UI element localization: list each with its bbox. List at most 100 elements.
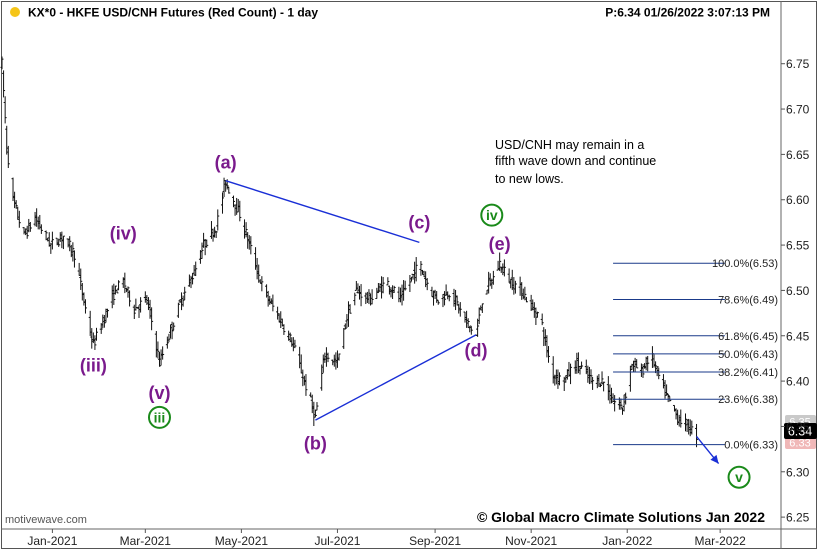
- ohlc-bar: [386, 277, 390, 286]
- ohlc-bar: [28, 222, 32, 232]
- current-price-tag: [784, 423, 817, 439]
- fib-level-label: 78.6%(6.49): [718, 294, 778, 306]
- analysis-note-line: to new lows.: [495, 172, 564, 186]
- circled-wave-label: iii: [147, 405, 171, 429]
- ohlc-bar: [71, 242, 75, 262]
- ohlc-bar: [139, 297, 143, 313]
- ohlc-bar: [466, 318, 470, 328]
- ohlc-bar: [419, 261, 423, 276]
- ohlc-bar: [113, 285, 117, 295]
- ohlc-bar: [79, 268, 83, 290]
- ohlc-bar: [524, 296, 528, 303]
- ohlc-bar: [17, 210, 21, 228]
- ohlc-bar: [126, 286, 130, 298]
- ohlc-bar: [165, 336, 169, 349]
- ohlc-bar: [44, 230, 48, 241]
- ohlc-bar: [408, 274, 412, 293]
- ohlc-bar: [600, 371, 604, 385]
- ohlc-bar: [498, 252, 502, 272]
- wave-label: (iii): [80, 356, 107, 376]
- x-tick-label: Mar-2021: [120, 534, 172, 548]
- ohlc-bar: [214, 231, 218, 238]
- ohlc-bar: [94, 327, 98, 341]
- ohlc-bar: [117, 280, 121, 291]
- ohlc-bar: [57, 238, 61, 247]
- ohlc-bar: [132, 304, 136, 320]
- svg-text:iv: iv: [486, 207, 498, 223]
- ohlc-bar: [216, 209, 220, 231]
- fib-level-label: 61.8%(6.45): [718, 331, 778, 343]
- analysis-note-line: USD/CNH may remain in a: [495, 138, 644, 152]
- ohlc-bar: [172, 322, 176, 331]
- ohlc-bar: [115, 289, 119, 294]
- ohlc-bar: [6, 145, 10, 169]
- svg-text:v: v: [735, 469, 743, 485]
- fib-level-label: 0.0%(6.33): [724, 440, 778, 452]
- fib-level-label: 100.0%(6.53): [712, 258, 778, 270]
- fib-level-label: 50.0%(6.43): [718, 349, 778, 361]
- ohlc-bar: [513, 280, 517, 294]
- ohlc-bar: [569, 363, 573, 385]
- ohlc-bar: [102, 314, 106, 328]
- price-axis: 6.25 6.30 6.35 6.40 6.45 6.50 6.55 6.60 6.65 6.70…: [781, 57, 810, 525]
- ohlc-bar: [589, 369, 593, 384]
- ohlc-bar: [436, 300, 440, 305]
- ohlc-bar: [609, 387, 613, 404]
- ohlc-bar: [304, 374, 308, 396]
- wave-trendline: [225, 180, 420, 244]
- ohlc-bar: [14, 200, 18, 209]
- y-tick-label: 6.65: [786, 148, 810, 162]
- ohlc-bar: [313, 409, 317, 418]
- price-tags: 6.35 6.33 6.34: [784, 415, 817, 450]
- ohlc-bar: [690, 420, 694, 435]
- wave-label: (v): [148, 383, 170, 403]
- ohlc-bar: [2, 70, 6, 98]
- ohlc-bar: [414, 257, 418, 282]
- ohlc-bar: [491, 270, 495, 285]
- fib-level-label: 23.6%(6.38): [718, 394, 778, 406]
- x-tick-label: Mar-2022: [694, 534, 746, 548]
- symbol-status-dot: [10, 7, 20, 17]
- ohlc-bars: [0, 56, 699, 448]
- ohlc-bar: [476, 318, 480, 337]
- ohlc-bar: [435, 291, 439, 303]
- x-tick-label: Jan-2022: [602, 534, 652, 548]
- y-tick-label: 6.75: [786, 57, 810, 71]
- ohlc-bar: [392, 285, 396, 294]
- ohlc-bar: [170, 321, 174, 340]
- source-watermark: motivewave.com: [5, 514, 87, 526]
- ohlc-bar: [502, 259, 506, 277]
- ohlc-bar: [282, 324, 286, 335]
- ohlc-bar: [657, 367, 661, 380]
- wave-trendline: [315, 334, 477, 421]
- ohlc-bar: [455, 295, 459, 306]
- wave-label: (b): [304, 434, 327, 454]
- circled-wave-label: v: [727, 465, 751, 489]
- ohlc-bar: [655, 366, 659, 377]
- ohlc-bar: [558, 372, 562, 386]
- ohlc-bar: [93, 335, 97, 350]
- ohlc-bar: [156, 341, 160, 359]
- ohlc-bar: [540, 313, 544, 326]
- ohlc-bar: [200, 242, 204, 259]
- ohlc-bar: [624, 392, 628, 405]
- ohlc-bar: [654, 361, 658, 374]
- ohlc-bar: [381, 276, 385, 294]
- ohlc-bar: [99, 323, 103, 334]
- ohlc-bar: [458, 302, 462, 317]
- ohlc-bar: [602, 381, 606, 392]
- y-tick-label: 6.30: [786, 465, 810, 479]
- ohlc-bar: [61, 235, 65, 250]
- y-tick-label: 6.55: [786, 239, 810, 253]
- ohlc-bar: [50, 231, 54, 250]
- ohlc-bar: [0, 56, 4, 70]
- ohlc-bar: [403, 280, 407, 291]
- ohlc-bar: [666, 393, 670, 403]
- price-tag-lower-text: 6.33: [789, 438, 810, 450]
- ohlc-bar: [646, 355, 650, 372]
- ohlc-bar: [157, 352, 161, 367]
- ohlc-bar: [367, 289, 371, 305]
- projection-arrow: [695, 435, 720, 465]
- ohlc-bar: [598, 383, 602, 388]
- ohlc-bar: [320, 364, 324, 391]
